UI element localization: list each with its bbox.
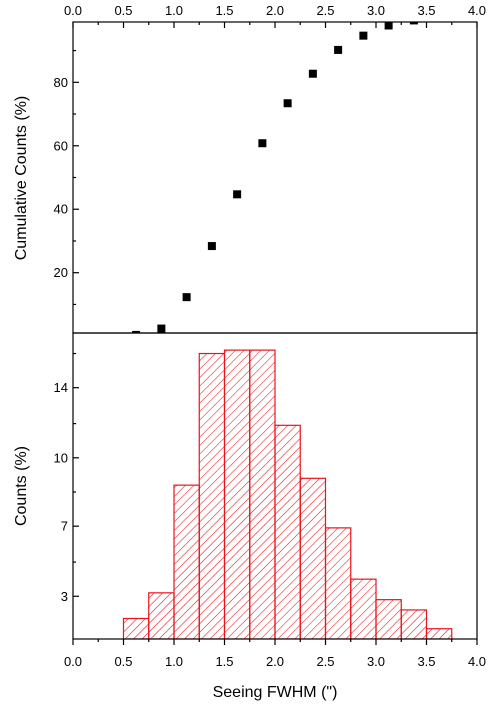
top-y-tick-label: 60 bbox=[54, 138, 68, 153]
bottom-x-tick-label: 2.0 bbox=[266, 654, 284, 669]
histogram-bar bbox=[274, 424, 301, 639]
x-axis-title: Seeing FWHM (") bbox=[213, 684, 338, 701]
top-y-axis-title: Cumulative Counts (%) bbox=[13, 96, 30, 261]
histogram-bar bbox=[375, 599, 402, 639]
top-x-tick-label: 1.5 bbox=[215, 3, 233, 18]
cumulative-point bbox=[182, 293, 191, 302]
histogram-bar bbox=[299, 477, 327, 639]
cumulative-point bbox=[359, 31, 368, 40]
cumulative-point bbox=[334, 45, 343, 54]
top-x-tick-label: 3.5 bbox=[417, 3, 435, 18]
top-x-tick-label: 2.5 bbox=[316, 3, 334, 18]
cumulative-point bbox=[207, 242, 216, 251]
top-x-tick-label: 0.5 bbox=[114, 3, 132, 18]
cumulative-point bbox=[283, 99, 292, 108]
bottom-y-tick-label: 14 bbox=[54, 380, 68, 395]
top-y-tick-label: 80 bbox=[54, 75, 68, 90]
top-x-tick-label: 2.0 bbox=[266, 3, 284, 18]
cumulative-panel: 0.0 0.5 1.0 1.5 2.0 2.5 3.0 3.5 4.0 20 40 60 80 bbox=[54, 3, 486, 334]
cumulative-point bbox=[258, 139, 267, 148]
bottom-y-axis-title: Counts (%) bbox=[13, 446, 30, 526]
histogram-bar bbox=[425, 628, 453, 639]
histogram-bar bbox=[249, 349, 276, 639]
histogram-bar bbox=[324, 527, 352, 639]
cumulative-point bbox=[157, 324, 166, 333]
histogram-bar bbox=[122, 617, 150, 639]
cumulative-point bbox=[409, 22, 418, 25]
histogram-bar bbox=[173, 484, 200, 639]
top-x-tick-label: 0.0 bbox=[64, 3, 82, 18]
histogram-bars bbox=[122, 349, 453, 639]
bottom-y-tick-label: 7 bbox=[61, 519, 68, 534]
bottom-y-tick-label: 10 bbox=[54, 450, 68, 465]
bottom-x-tick-label: 3.0 bbox=[367, 654, 385, 669]
cumulative-point bbox=[308, 69, 317, 78]
bottom-x-tick-label: 2.5 bbox=[316, 654, 334, 669]
cumulative-point bbox=[384, 22, 393, 30]
bottom-x-tick-label: 1.0 bbox=[165, 654, 183, 669]
bottom-x-tick-label: 0.5 bbox=[114, 654, 132, 669]
top-plot-frame bbox=[72, 21, 478, 334]
histogram-bar bbox=[223, 349, 251, 639]
cumulative-point bbox=[132, 330, 141, 333]
histogram-bar bbox=[400, 609, 428, 639]
top-x-tick-label: 1.0 bbox=[165, 3, 183, 18]
top-y-tick-label: 40 bbox=[54, 202, 68, 217]
top-y-tick-label: 20 bbox=[54, 265, 68, 280]
cumulative-points bbox=[132, 22, 418, 333]
cumulative-point bbox=[233, 190, 242, 199]
bottom-x-tick-label: 4.0 bbox=[468, 654, 486, 669]
bottom-y-tick-label: 3 bbox=[61, 589, 68, 604]
bottom-x-tick-label: 0.0 bbox=[64, 654, 82, 669]
histogram-panel: 0.0 0.5 1.0 1.5 2.0 2.5 3.0 3.5 4.0 3 7 10 14 bbox=[54, 332, 486, 669]
top-x-tick-label: 3.0 bbox=[367, 3, 385, 18]
bottom-x-tick-label: 3.5 bbox=[417, 654, 435, 669]
bottom-x-tick-label: 1.5 bbox=[215, 654, 233, 669]
histogram-bar bbox=[350, 578, 377, 639]
histogram-bar bbox=[148, 592, 175, 639]
histogram-bar bbox=[198, 352, 226, 639]
top-x-tick-label: 4.0 bbox=[468, 3, 486, 18]
